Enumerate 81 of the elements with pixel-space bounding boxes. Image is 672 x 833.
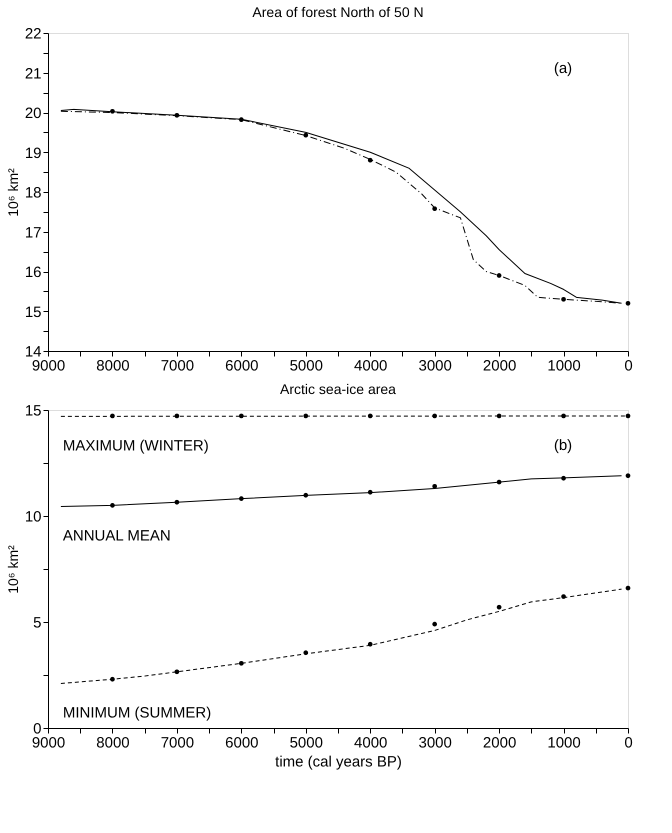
- y-tick-label: 0: [33, 720, 42, 738]
- y-tick-label: 18: [24, 184, 42, 202]
- x-tick-label: 7000: [160, 358, 194, 374]
- point: [238, 414, 244, 418]
- point: [626, 586, 630, 590]
- x-tick-label: 9000: [32, 734, 66, 752]
- point: [561, 414, 566, 418]
- series-label: MINIMUM (SUMMER): [62, 704, 212, 722]
- point: [174, 669, 180, 674]
- x-tick-label: 7000: [160, 734, 194, 752]
- x-tick-label: 3000: [418, 734, 452, 752]
- x-tick-label: 2000: [482, 358, 516, 374]
- point: [432, 206, 438, 212]
- y-tick-label: 19: [24, 144, 42, 162]
- point: [110, 414, 115, 418]
- line-series: [60, 475, 622, 507]
- y-tick-label: 15: [24, 402, 42, 420]
- x-tick-label: 5000: [290, 358, 323, 374]
- x-tick-label: 8000: [96, 358, 130, 374]
- y-tick-label: 5: [33, 614, 42, 632]
- series-label: ANNUAL MEAN: [62, 527, 171, 544]
- y-axis-title: 10⁶ km²: [4, 168, 21, 217]
- x-tick-label: 6000: [225, 734, 259, 752]
- y-tick-label: 21: [24, 65, 42, 82]
- point: [238, 117, 244, 122]
- x-tick-label: 8000: [96, 734, 130, 752]
- y-axis-title: 10⁶ km²: [4, 544, 21, 594]
- x-tick-label: 0: [624, 358, 633, 374]
- y-tick-label: 14: [24, 344, 42, 360]
- point: [496, 604, 502, 610]
- point: [368, 490, 373, 495]
- point: [303, 132, 308, 138]
- point: [368, 414, 373, 418]
- point: [238, 496, 244, 501]
- point: [110, 676, 115, 682]
- point: [110, 503, 115, 508]
- y-tick-label: 16: [24, 264, 42, 281]
- series-label: MAXIMUM (WINTER): [62, 437, 209, 454]
- point: [174, 414, 180, 418]
- x-axis-title: time (cal years BP): [275, 754, 402, 770]
- point: [303, 650, 308, 656]
- point: [432, 622, 438, 626]
- line-series: [60, 588, 622, 684]
- point: [174, 500, 180, 505]
- x-tick-label: 9000: [32, 358, 66, 374]
- x-tick-label: 0: [624, 734, 633, 752]
- annotation: (b): [554, 437, 572, 454]
- point: [238, 661, 244, 666]
- chart-title: Arctic sea-ice area: [280, 381, 396, 397]
- x-tick-label: 4000: [354, 358, 388, 374]
- point: [368, 158, 373, 163]
- point: [303, 492, 308, 498]
- point: [432, 414, 438, 418]
- y-tick-label: 15: [24, 304, 42, 321]
- point: [561, 594, 566, 599]
- point: [368, 642, 373, 647]
- x-tick-label: 4000: [354, 734, 388, 752]
- x-tick-label: 2000: [482, 734, 516, 752]
- y-tick-label: 10: [24, 508, 42, 526]
- point: [496, 414, 502, 418]
- point: [303, 414, 308, 418]
- point: [626, 300, 630, 306]
- point: [174, 112, 180, 118]
- x-tick-label: 5000: [290, 734, 323, 752]
- point: [496, 273, 502, 278]
- y-tick-label: 17: [24, 224, 42, 242]
- point: [496, 480, 502, 484]
- y-tick-label: 22: [24, 26, 42, 42]
- point: [626, 473, 630, 478]
- x-tick-label: 1000: [547, 734, 581, 752]
- point: [561, 296, 566, 302]
- point: [110, 108, 115, 114]
- x-tick-label: 3000: [418, 358, 452, 374]
- point: [561, 476, 566, 481]
- annotation: (a): [554, 60, 572, 77]
- x-tick-label: 1000: [547, 358, 581, 374]
- point: [432, 484, 438, 489]
- point: [626, 414, 630, 418]
- y-tick-label: 20: [24, 105, 42, 122]
- chart-title: Area of forest North of 50 N: [252, 4, 424, 20]
- x-tick-label: 6000: [225, 358, 259, 374]
